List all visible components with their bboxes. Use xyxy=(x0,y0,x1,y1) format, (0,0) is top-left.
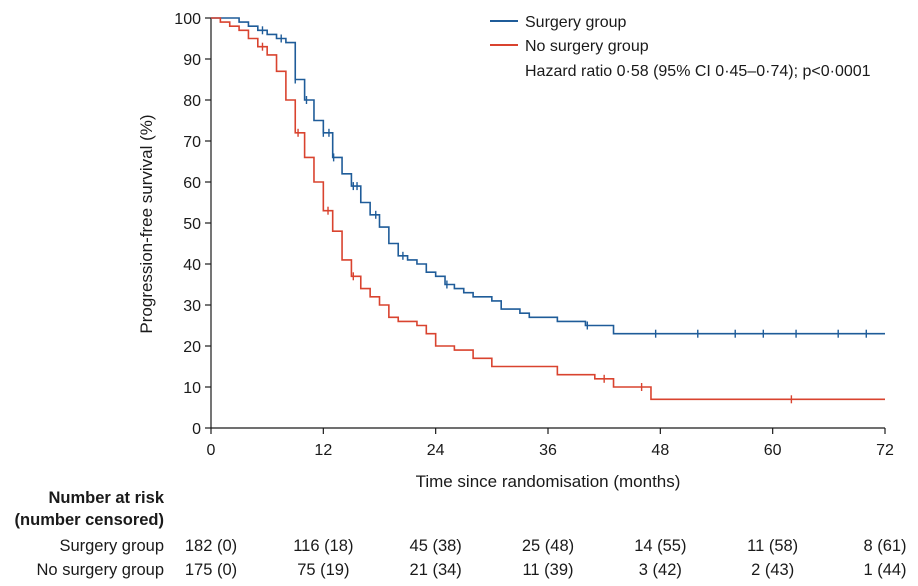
risk-cell-surgery: 14 (55) xyxy=(634,537,687,555)
risk-cell-surgery: 11 (58) xyxy=(747,537,799,555)
legend: Surgery group No surgery group Hazard ra… xyxy=(490,14,871,80)
y-tick-label: 30 xyxy=(183,298,201,315)
risk-cell-no-surgery: 1 (44) xyxy=(863,561,907,579)
legend-label-no-surgery: No surgery group xyxy=(525,38,649,55)
y-tick-label: 0 xyxy=(192,421,201,438)
x-tick-label: 48 xyxy=(651,442,669,459)
risk-row-label-no-surgery: No surgery group xyxy=(36,561,164,579)
y-tick-label: 50 xyxy=(183,216,201,233)
x-tick-label: 72 xyxy=(876,442,894,459)
risk-cell-no-surgery: 11 (39) xyxy=(522,561,574,579)
y-tick-label: 70 xyxy=(183,134,201,151)
x-tick-label: 0 xyxy=(207,442,216,459)
risk-cell-no-surgery: 2 (43) xyxy=(751,561,795,579)
y-tick-label: 100 xyxy=(174,11,201,28)
risk-row-label-surgery: Surgery group xyxy=(59,537,164,555)
y-tick-label: 60 xyxy=(183,175,201,192)
y-tick-label: 20 xyxy=(183,339,201,356)
y-tick-label: 90 xyxy=(183,52,201,69)
risk-cell-surgery: 116 (18) xyxy=(293,537,354,555)
y-axis-title: Progression-free survival (%) xyxy=(137,114,156,333)
x-axis-title: Time since randomisation (months) xyxy=(416,472,681,491)
legend-label-surgery: Surgery group xyxy=(525,14,626,31)
x-tick-label: 60 xyxy=(764,442,782,459)
risk-cell-surgery: 8 (61) xyxy=(863,537,907,555)
risk-cell-surgery: 182 (0) xyxy=(184,537,238,555)
risk-header-line2: (number censored) xyxy=(14,511,164,529)
risk-cell-surgery: 45 (38) xyxy=(409,537,462,555)
risk-cell-no-surgery: 175 (0) xyxy=(184,561,238,579)
risk-cell-no-surgery: 75 (19) xyxy=(297,561,350,579)
risk-cell-surgery: 25 (48) xyxy=(521,537,575,555)
y-tick-label: 80 xyxy=(183,93,201,110)
hazard-ratio-annotation: Hazard ratio 0·58 (95% CI 0·45–0·74); p<… xyxy=(525,63,871,80)
risk-header-line1: Number at risk xyxy=(48,489,164,507)
y-tick-label: 10 xyxy=(183,380,201,397)
plot-area: 0 10 20 30 40 50 60 70 80 90 100 0 12 24 36 48 60 72 xyxy=(174,11,894,459)
x-tick-label: 36 xyxy=(539,442,557,459)
x-tick-label: 24 xyxy=(427,442,445,459)
risk-cell-no-surgery: 21 (34) xyxy=(409,561,462,579)
x-tick-label: 12 xyxy=(314,442,332,459)
y-tick-label: 40 xyxy=(183,257,201,274)
risk-table-header: Number at risk (number censored) xyxy=(8,487,164,531)
risk-cell-no-surgery: 3 (42) xyxy=(638,561,682,579)
surgery-curve xyxy=(211,17,885,335)
